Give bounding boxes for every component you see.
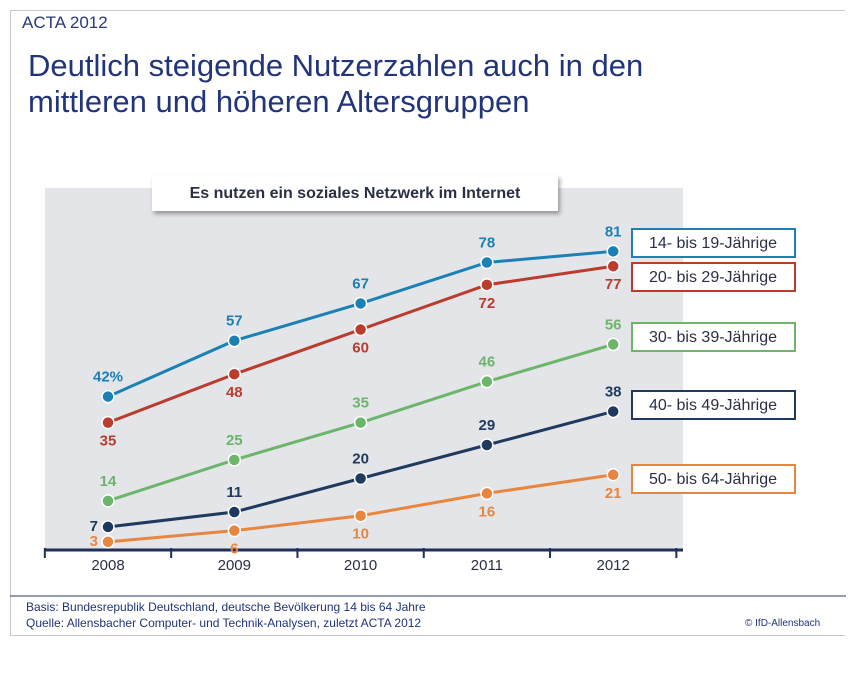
legend-box: [631, 262, 796, 292]
header: ACTA 2012: [22, 13, 108, 32]
data-point: [101, 389, 115, 404]
value-label: 56: [605, 316, 622, 333]
value-label: 25: [226, 432, 243, 449]
data-point: [353, 322, 368, 337]
data-point: [480, 438, 494, 452]
footnote-source: Quelle: Allensbacher Computer- und Techn…: [26, 616, 422, 630]
value-label: 11: [226, 484, 242, 501]
value-label: 35: [352, 395, 369, 412]
legend-label: 20- bis 29-Jährige: [649, 269, 777, 286]
value-label: 77: [605, 276, 622, 293]
legend-box: [631, 228, 796, 258]
legend-box: [631, 390, 796, 420]
value-label: 7: [90, 518, 98, 535]
data-point: [353, 509, 368, 523]
data-point: [606, 468, 620, 482]
data-point: [101, 494, 115, 508]
data-point: [480, 278, 494, 292]
value-label: 46: [479, 354, 496, 371]
data-point: [480, 486, 494, 501]
data-point: [353, 471, 368, 486]
data-point: [101, 415, 115, 430]
data-point: [227, 333, 242, 348]
data-point: [353, 415, 368, 430]
data-point: [480, 255, 494, 270]
data-point: [606, 244, 620, 259]
value-label: 16: [479, 503, 496, 520]
value-label: 48: [226, 384, 243, 401]
value-label: 57: [226, 313, 243, 330]
value-label: 72: [479, 295, 496, 312]
value-label: 21: [605, 485, 622, 502]
legend-label: 40- bis 49-Jährige: [649, 397, 777, 414]
data-point: [227, 523, 242, 538]
x-tick-label: 2009: [218, 557, 251, 574]
subtitle: Es nutzen ein soziales Netzwerk im Inter…: [190, 185, 521, 202]
data-point: [227, 367, 242, 381]
legend-label: 50- bis 64-Jährige: [649, 471, 777, 488]
plot-area: [45, 188, 683, 550]
value-label: 67: [352, 275, 369, 292]
data-point: [606, 337, 620, 352]
value-label: 60: [352, 339, 369, 356]
data-point: [606, 259, 620, 273]
legend-label: 30- bis 39-Jährige: [649, 329, 777, 346]
credit: © IfD-Allensbach: [745, 618, 821, 629]
value-label: 14: [100, 473, 117, 490]
data-point: [101, 520, 115, 534]
value-label: 29: [479, 417, 496, 434]
x-tick-label: 2012: [597, 557, 630, 574]
legend-label: 14- bis 19-Jährige: [649, 235, 777, 252]
frame: [10, 10, 845, 636]
data-point: [227, 453, 242, 467]
value-label: 3: [90, 533, 98, 550]
legend-box: [631, 322, 796, 352]
x-tick-label: 2010: [344, 557, 377, 574]
x-tick-label: 2008: [91, 557, 124, 574]
footnote-basis: Basis: Bundesrepublik Deutschland, deuts…: [26, 600, 426, 614]
legend-box: [631, 464, 796, 494]
value-label: 6: [230, 541, 238, 558]
value-label: 42%: [93, 369, 123, 386]
value-label: 20: [352, 450, 369, 467]
x-tick-label: 2011: [471, 557, 503, 574]
data-point: [101, 535, 115, 549]
value-label: 35: [100, 433, 117, 450]
subtitle-box: [152, 175, 558, 211]
data-point: [227, 505, 242, 519]
data-point: [480, 374, 494, 389]
value-label: 81: [605, 223, 622, 240]
chart-title: Deutlich steigende Nutzerzahlen auch in …: [28, 48, 644, 119]
value-label: 10: [352, 526, 369, 543]
data-point: [353, 296, 368, 311]
value-label: 78: [479, 234, 496, 251]
value-label: 38: [605, 383, 622, 400]
data-point: [606, 404, 620, 419]
